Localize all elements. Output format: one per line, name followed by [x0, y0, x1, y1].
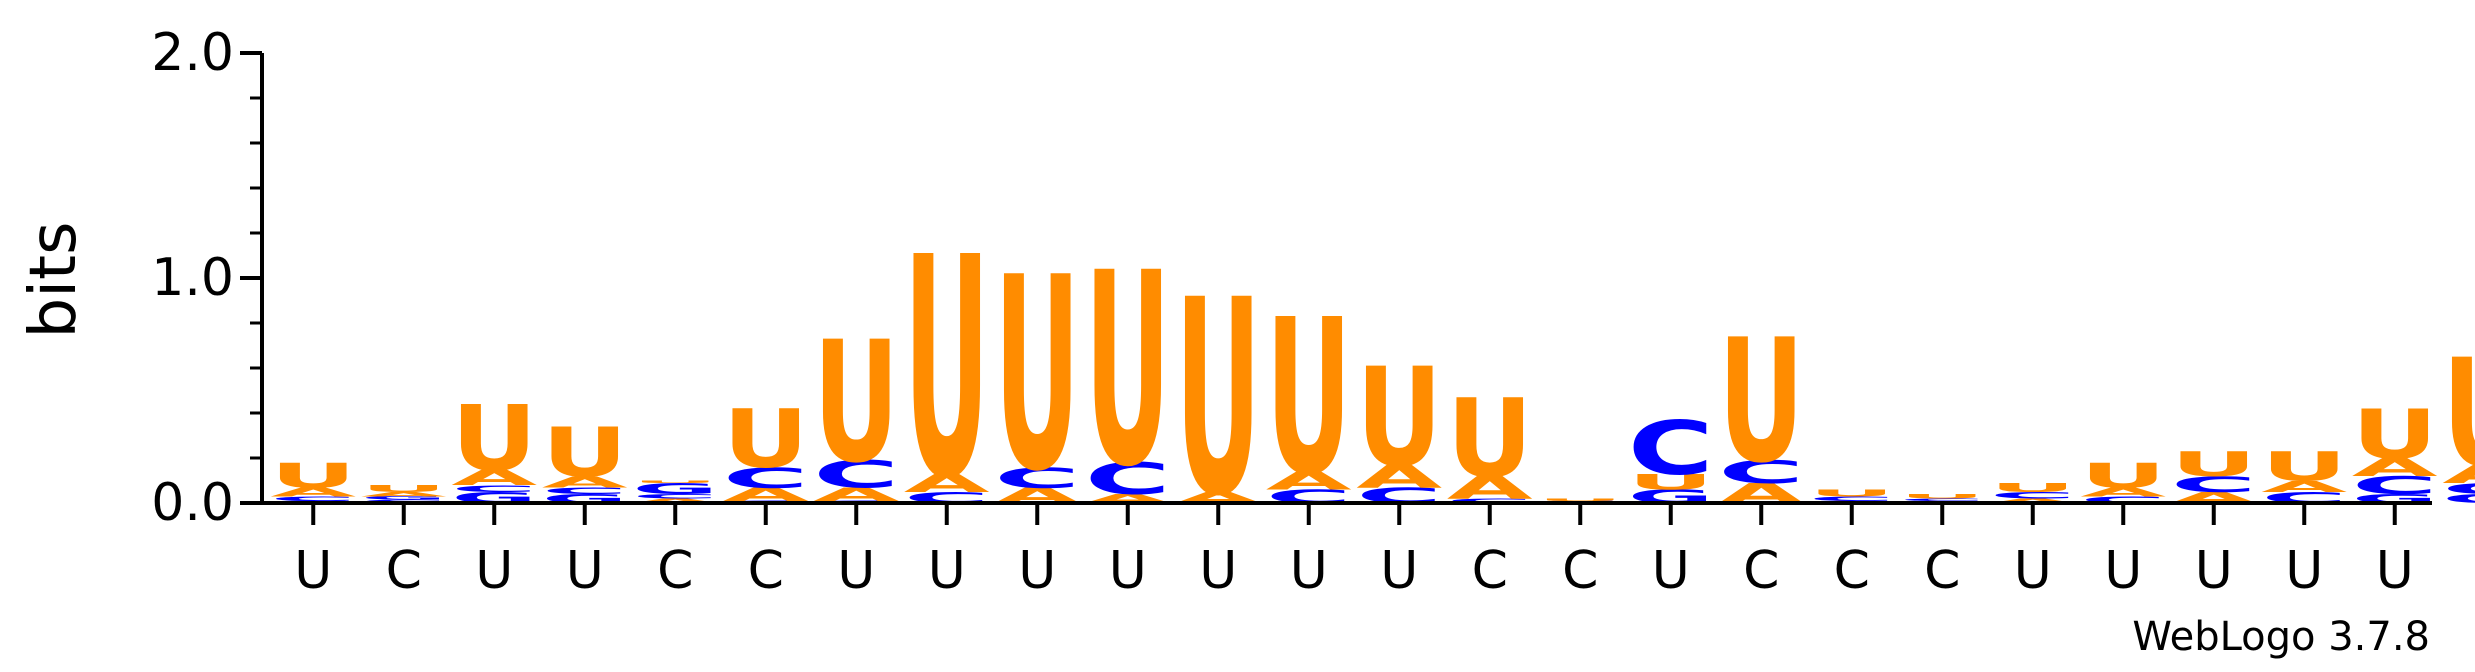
y-tick-label: 2.0 [151, 23, 234, 83]
x-tick-label: U [2376, 541, 2414, 601]
x-tick-label: C [1924, 541, 1960, 601]
x-tick-label: U [294, 541, 332, 601]
x-tick-label: U [2195, 541, 2233, 601]
logo-letter-U: U [2352, 395, 2438, 474]
logo-letter-A: A [813, 484, 899, 506]
x-tick-label: U [1018, 541, 1056, 601]
logo-letter-C: C [542, 485, 628, 496]
logo-letter-A: A [1990, 497, 2076, 504]
letter-stacks: GCAUCGAUGCAUGCAUACGUGACUGACUCAUACUACUAUC… [270, 192, 2475, 556]
logo-letter-A: A [361, 491, 447, 498]
logo-letter-A: A [632, 497, 718, 504]
logo-letter-C: C [1718, 454, 1804, 490]
y-tick-label: 0.0 [151, 473, 234, 533]
y-axis-ticks: 0.0 1.0 2.0 [151, 23, 262, 533]
logo-letter-U: U [1809, 488, 1895, 499]
logo-letter-U: U [1990, 480, 2076, 494]
logo-letter-C: C [632, 493, 718, 500]
logo-letter-U: U [1537, 498, 1623, 502]
logo-letter-C: C [1628, 406, 1714, 492]
logo-letter-U: U [632, 480, 718, 484]
x-tick-label: U [566, 541, 604, 601]
logo-letter-C: C [2171, 472, 2257, 497]
logo-letter-G: G [2442, 492, 2475, 506]
logo-letter-A: A [542, 473, 628, 491]
logo-letter-C: C [723, 462, 809, 494]
logo-letter-C: C [2442, 480, 2475, 498]
y-axis-label: bits [17, 222, 91, 339]
x-tick-label: C [1562, 541, 1598, 601]
x-tick-label: C [1743, 541, 1779, 601]
logo-letter-U: U [1718, 304, 1804, 501]
x-tick-label: U [2285, 541, 2323, 601]
logo-letter-U: U [2442, 328, 2475, 501]
x-tick-label: U [2014, 541, 2052, 601]
logo-letter-C: C [2080, 494, 2166, 505]
logo-letter-A: A [2352, 453, 2438, 482]
x-tick-label: U [1380, 541, 1418, 601]
logo-letter-A: A [2261, 477, 2347, 495]
x-tick-label: C [386, 541, 422, 601]
logo-letter-C: C [1447, 497, 1533, 504]
logo-letter-G: G [632, 480, 718, 498]
logo-letter-U: U [1628, 470, 1714, 495]
x-tick-label: U [1290, 541, 1328, 601]
logo-letter-A: A [270, 485, 356, 499]
logo-letter-U: U [270, 456, 356, 496]
logo-letter-U: U [723, 393, 809, 486]
logo-letter-C: C [1809, 495, 1895, 502]
logo-letter-U: U [542, 413, 628, 492]
logo-letter-G: G [361, 495, 447, 500]
logo-letter-U: U [451, 387, 537, 491]
x-tick-label: U [2104, 541, 2142, 601]
logo-letter-C: C [2352, 471, 2438, 500]
x-tick-label: C [748, 541, 784, 601]
logo-letter-C: C [1899, 498, 1985, 502]
x-tick-label: U [837, 541, 875, 601]
logo-letter-A: A [723, 484, 809, 506]
weblogo-credit: WebLogo 3.7.8 [2132, 614, 2430, 660]
logo-letter-U: U [1085, 216, 1171, 526]
x-tick-label: U [475, 541, 513, 601]
logo-letter-U: U [1899, 493, 1985, 500]
logo-letter-A: A [451, 465, 537, 490]
logo-letter-C: C [1085, 454, 1171, 504]
logo-letter-A: A [2442, 460, 2475, 489]
x-tick-label: U [1199, 541, 1237, 601]
logo-letter-C: C [451, 483, 537, 494]
logo-letter-A: A [1266, 466, 1352, 495]
x-tick-label: C [657, 541, 693, 601]
logo-letter-U: U [2171, 444, 2257, 484]
y-tick-label: 1.0 [151, 248, 234, 308]
logo-letter-U: U [1266, 274, 1352, 522]
x-tick-label: C [1472, 541, 1508, 601]
logo-letter-U: U [2080, 456, 2166, 496]
logo-letter-A: A [1356, 459, 1442, 495]
x-tick-label: U [1652, 541, 1690, 601]
logo-letter-A: A [2080, 485, 2166, 499]
logo-letter-A: A [1447, 470, 1533, 506]
x-tick-label: U [928, 541, 966, 601]
logo-letter-C: C [270, 495, 356, 502]
logo-letter-U: U [904, 192, 990, 546]
logo-letter-U: U [2261, 443, 2347, 490]
logo-letter-C: C [813, 453, 899, 496]
logo-letter-U: U [1447, 377, 1533, 502]
logo-letter-C: C [994, 462, 1080, 494]
logo-letter-U: U [813, 305, 899, 500]
x-tick-label: C [1834, 541, 1870, 601]
logo-letter-U: U [1356, 339, 1442, 497]
logo-letter-U: U [361, 483, 447, 494]
logo-letter-C: C [1990, 490, 2076, 501]
x-tick-label: U [1109, 541, 1147, 601]
logo-letter-U: U [994, 220, 1080, 530]
logo-letter-A: A [904, 469, 990, 498]
